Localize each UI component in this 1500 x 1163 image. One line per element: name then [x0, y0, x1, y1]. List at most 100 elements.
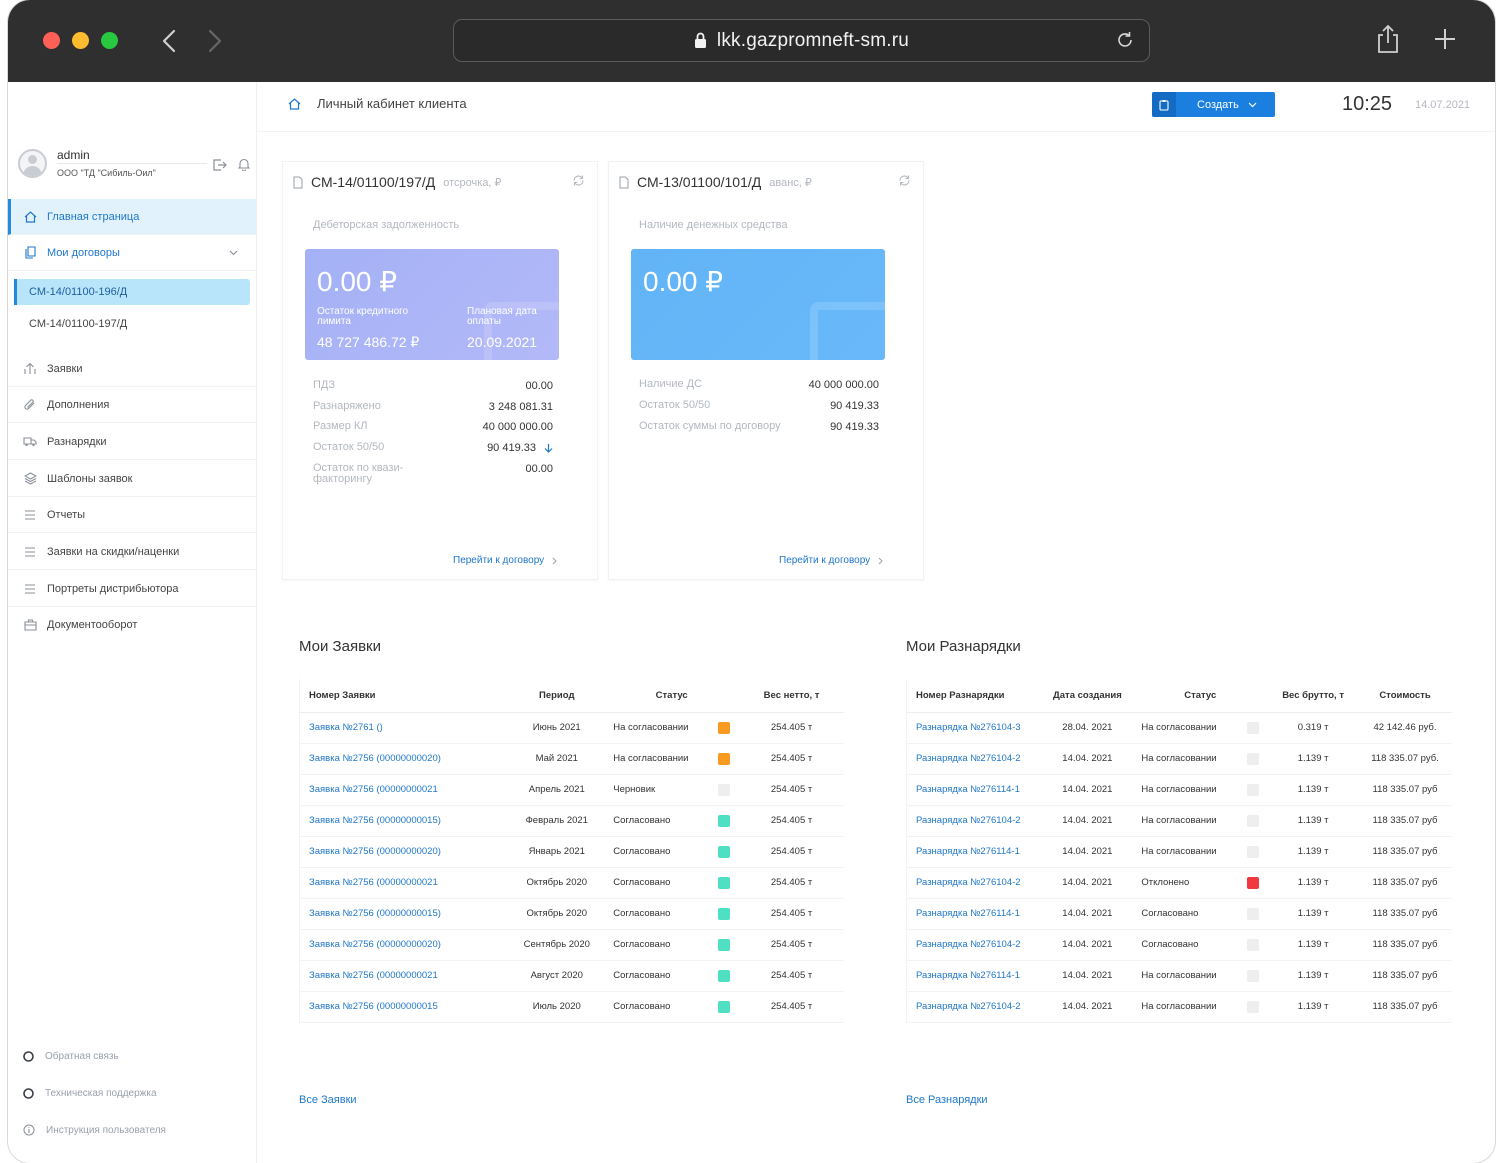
table-row[interactable]: Разнарядка №276114-1 14.04. 2021 На соглас…: [906, 960, 1452, 992]
order-number-link[interactable]: Заявка №2761 (): [299, 712, 510, 744]
sidebar-item-discounts[interactable]: Заявки на скидки/наценки: [8, 534, 256, 570]
table-row[interactable]: Разнарядка №276104-2 14.04. 2021 На соглас…: [906, 991, 1452, 1023]
table-row[interactable]: Заявка №2756 (00000000020) Сентябрь 2020 С…: [299, 929, 844, 961]
document-icon: [23, 246, 37, 260]
go-to-contract-label: Перейти к договору: [779, 555, 871, 566]
allocation-number-link[interactable]: Разнарядка №276114-1: [906, 836, 1043, 868]
logout-icon[interactable]: [213, 158, 227, 176]
back-arrow-icon[interactable]: [156, 26, 182, 56]
order-number-link[interactable]: Заявка №2756 (00000000015): [299, 805, 510, 837]
sidebar-item-allocations[interactable]: Разнарядки: [8, 424, 256, 460]
allocation-status: На согласовании: [1141, 814, 1260, 827]
order-status-text: Согласовано: [613, 939, 671, 950]
order-period: Октябрь 2020: [509, 898, 605, 930]
table-row[interactable]: Заявка №2756 (00000000015) Октябрь 2020 Со…: [299, 898, 844, 930]
column-header[interactable]: Номер Разнарядки: [906, 679, 1043, 713]
close-window-button[interactable]: [43, 32, 60, 49]
order-number-link[interactable]: Заявка №2756 (00000000015): [299, 898, 510, 930]
allocation-number-link[interactable]: Разнарядка №276104-2: [906, 743, 1043, 775]
column-header[interactable]: Стоимость: [1358, 679, 1452, 713]
home-icon[interactable]: [288, 97, 301, 110]
allocation-number-link[interactable]: Разнарядка №276104-2: [906, 867, 1043, 899]
table-row[interactable]: Заявка №2756 (00000000021 Апрель 2021 Черн…: [299, 774, 844, 806]
order-number-link[interactable]: Заявка №2756 (00000000021: [299, 774, 510, 806]
share-icon[interactable]: [1376, 24, 1400, 59]
sidebar-item-additions[interactable]: Дополнения: [8, 387, 256, 423]
go-to-contract-link[interactable]: Перейти к договору: [779, 555, 883, 566]
contract-item[interactable]: СМ-14/01100-196/Д: [14, 279, 250, 305]
order-number-link[interactable]: Заявка №2756 (00000000015: [299, 991, 510, 1023]
table-header-row: Номер Разнарядки Дата создания Статус Ве…: [906, 679, 1452, 713]
allocation-number-link[interactable]: Разнарядка №276114-1: [906, 898, 1043, 930]
column-header[interactable]: Дата создания: [1042, 679, 1133, 713]
table-row[interactable]: Разнарядка №276114-1 14.04. 2021 Согласова…: [906, 898, 1452, 930]
allocation-number-link[interactable]: Разнарядка №276104-2: [906, 805, 1043, 837]
reload-icon[interactable]: [1115, 30, 1135, 56]
order-number-link[interactable]: Заявка №2756 (00000000020): [299, 836, 510, 868]
arrow-down-icon[interactable]: [544, 443, 553, 453]
all-orders-link[interactable]: Все Заявки: [299, 1094, 357, 1106]
allocation-status: На согласовании: [1141, 783, 1260, 796]
sidebar-item-reports[interactable]: Отчеты: [8, 497, 256, 533]
table-row[interactable]: Заявка №2756 (00000000015) Февраль 2021 Со…: [299, 805, 844, 837]
table-row[interactable]: Заявка №2756 (00000000021 Август 2020 Согл…: [299, 960, 844, 992]
table-row[interactable]: Разнарядка №276104-2 14.04. 2021 Согласова…: [906, 929, 1452, 961]
order-number-link[interactable]: Заявка №2756 (00000000021: [299, 960, 510, 992]
minimize-window-button[interactable]: [72, 32, 89, 49]
new-tab-icon[interactable]: [1434, 28, 1456, 55]
column-header[interactable]: Вес брутто, т: [1268, 679, 1359, 713]
refresh-icon[interactable]: [572, 174, 585, 192]
column-header[interactable]: Номер Заявки: [299, 679, 510, 713]
sidebar-item-templates[interactable]: Шаблоны заявок: [8, 461, 256, 497]
sidebar-item-orders[interactable]: Заявки: [8, 351, 256, 387]
column-header[interactable]: Статус: [1132, 679, 1269, 713]
column-header[interactable]: Период: [509, 679, 605, 713]
order-status: Согласовано: [613, 814, 731, 827]
address-bar[interactable]: lkk.gazpromneft-sm.ru: [453, 19, 1150, 62]
allocations-table: Номер Разнарядки Дата создания Статус Ве…: [906, 679, 1452, 1023]
contract-item[interactable]: СМ-14/01100-197/Д: [14, 311, 250, 337]
table-row[interactable]: Разнарядка №276104-2 14.04. 2021 На соглас…: [906, 743, 1452, 775]
table-row[interactable]: Разнарядка №276114-1 14.04. 2021 На соглас…: [906, 836, 1452, 868]
allocation-number-link[interactable]: Разнарядка №276114-1: [906, 774, 1043, 806]
allocation-status: На согласовании: [1141, 845, 1260, 858]
forward-arrow-icon[interactable]: [202, 26, 228, 56]
manual-link[interactable]: Инструкция пользователя: [23, 1124, 166, 1136]
avatar[interactable]: [18, 149, 47, 178]
table-row[interactable]: Заявка №2756 (00000000015 Июль 2020 Соглас…: [299, 991, 844, 1023]
card-title: СМ-14/01100/197/Д отсрочка, ₽: [293, 174, 502, 190]
sidebar-item-distributor[interactable]: Портреты дистрибьютора: [8, 571, 256, 607]
sidebar-item-label: Дополнения: [47, 398, 110, 411]
allocation-number-link[interactable]: Разнарядка №276104-2: [906, 929, 1043, 961]
bell-icon[interactable]: [237, 158, 251, 176]
go-to-contract-link[interactable]: Перейти к договору: [453, 555, 557, 566]
card-row-value: 90 419.33: [830, 400, 879, 412]
maximize-window-button[interactable]: [101, 32, 118, 49]
order-number-link[interactable]: Заявка №2756 (00000000020): [299, 743, 510, 775]
sidebar-item-documents[interactable]: Документооборот: [8, 607, 256, 643]
refresh-icon[interactable]: [898, 174, 911, 192]
table-row[interactable]: Заявка №2756 (00000000020) Май 2021 На сог…: [299, 743, 844, 775]
feedback-link[interactable]: Обратная связь: [23, 1051, 119, 1062]
table-row[interactable]: Разнарядка №276104-2 14.04. 2021 Отклонено…: [906, 867, 1452, 899]
table-row[interactable]: Разнарядка №276114-1 14.04. 2021 На соглас…: [906, 774, 1452, 806]
table-row[interactable]: Заявка №2761 () Июнь 2021 На согласовании 2…: [299, 712, 844, 744]
allocation-status-text: На согласовании: [1141, 784, 1217, 795]
column-header[interactable]: Статус: [604, 679, 740, 713]
table-row[interactable]: Разнарядка №276104-2 14.04. 2021 На соглас…: [906, 805, 1452, 837]
order-number-link[interactable]: Заявка №2756 (00000000021: [299, 867, 510, 899]
create-button[interactable]: Создать: [1152, 92, 1275, 117]
sidebar-item-home[interactable]: Главная страница: [8, 199, 256, 235]
allocation-number-link[interactable]: Разнарядка №276104-3: [906, 712, 1043, 744]
sidebar-item-contracts[interactable]: Мои договоры: [8, 235, 256, 271]
allocation-number-link[interactable]: Разнарядка №276104-2: [906, 991, 1043, 1023]
all-allocations-link[interactable]: Все Разнарядки: [906, 1094, 988, 1106]
table-row[interactable]: Разнарядка №276104-3 28.04. 2021 На соглас…: [906, 712, 1452, 744]
order-number-link[interactable]: Заявка №2756 (00000000020): [299, 929, 510, 961]
column-header[interactable]: Вес нетто, т: [739, 679, 844, 713]
chevron-down-icon[interactable]: [229, 247, 238, 259]
table-row[interactable]: Заявка №2756 (00000000020) Январь 2021 Сог…: [299, 836, 844, 868]
support-link[interactable]: Техническая поддержка: [23, 1088, 157, 1099]
allocation-number-link[interactable]: Разнарядка №276114-1: [906, 960, 1043, 992]
table-row[interactable]: Заявка №2756 (00000000021 Октябрь 2020 Сог…: [299, 867, 844, 899]
